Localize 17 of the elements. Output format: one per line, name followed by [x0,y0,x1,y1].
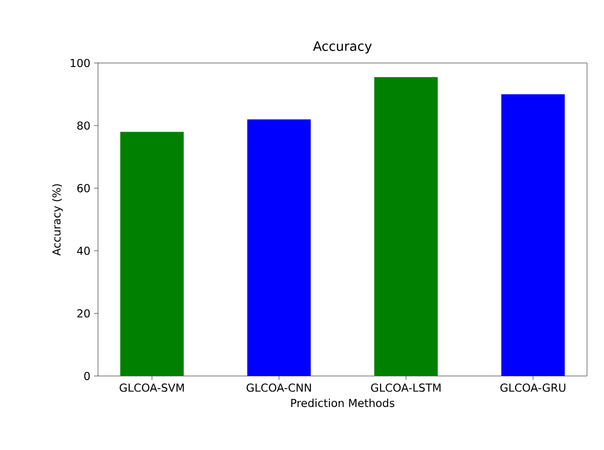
y-tick-label: 100 [70,58,90,68]
y-tick-label: 40 [77,246,90,255]
x-tick-label: GLCOA-CNN [246,384,311,392]
bar [247,119,311,376]
y-axis-title: Accuracy (%) [52,184,63,256]
y-tick-label: 80 [77,121,90,130]
bar [374,77,438,376]
y-tick-label: 60 [77,184,90,192]
x-tick-label: GLCOA-GRU [500,384,566,392]
x-axis-title: Prediction Methods [291,398,394,408]
x-tick-label: GLCOA-LSTM [371,384,440,392]
x-tick-label: GLCOA-SVM [120,384,184,392]
bar [120,132,184,376]
bar [501,94,565,376]
y-tick-label: 20 [77,309,90,318]
y-tick-label: 0 [84,372,90,380]
chart-title: Accuracy [313,41,372,54]
